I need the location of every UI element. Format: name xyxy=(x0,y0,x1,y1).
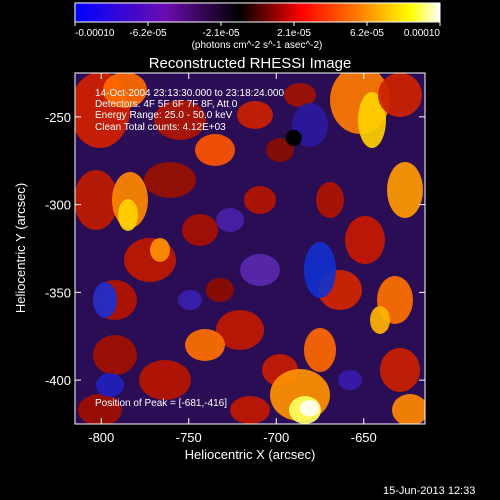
annotation-clean-counts: Clean Total counts: 4.12E+03 xyxy=(95,122,226,133)
x-tick-label: -650 xyxy=(351,430,377,445)
x-axis-ticks: -800 -750 -700 -650 xyxy=(88,73,377,445)
emission-blob xyxy=(185,329,225,361)
emission-blob xyxy=(75,170,118,230)
negative-emission-region xyxy=(93,282,117,318)
emission-blob xyxy=(378,73,422,117)
emission-blob xyxy=(284,83,316,107)
y-tick-label: -350 xyxy=(45,285,71,300)
y-tick-label: -400 xyxy=(45,373,71,388)
annotation-block: 14-Oct-2004 23:13:30.000 to 23:18:24.000… xyxy=(95,88,284,133)
emission-blob xyxy=(370,306,390,334)
x-tick-label: -750 xyxy=(176,430,202,445)
colorbar-unit-label: (photons cm^-2 s^-1 asec^-2) xyxy=(192,40,323,51)
emission-blob xyxy=(103,73,147,108)
emission-blob xyxy=(93,335,137,375)
colorbar-tick-label: 2.1e-05 xyxy=(277,28,311,39)
emission-blob xyxy=(358,92,386,148)
colorbar-tick-label: 0.00010 xyxy=(404,28,441,39)
emission-blob xyxy=(216,310,264,350)
negative-emission-region xyxy=(240,254,280,286)
colorbar: -0.00010 -6.2e-05 -2.1e-05 2.1e-05 6.2e-05 0.… xyxy=(74,2,441,51)
emission-blob xyxy=(139,360,191,400)
emission-blob xyxy=(206,278,234,302)
emission-blob xyxy=(392,394,425,424)
x-axis-label: Heliocentric X (arcsec) xyxy=(185,447,316,462)
peak-position-label: Position of Peak = [-681,-416] xyxy=(95,398,227,409)
colorbar-tick-label: -0.00010 xyxy=(75,28,115,39)
emission-blob xyxy=(345,216,385,264)
annotation-energy-range: Energy Range: 25.0 - 50.0 keV xyxy=(95,110,233,121)
colorbar-gradient xyxy=(74,2,441,23)
x-tick-label: -700 xyxy=(263,430,289,445)
x-tick-label: -800 xyxy=(88,430,114,445)
annotation-time-range: 14-Oct-2004 23:13:30.000 to 23:18:24.000 xyxy=(95,88,284,99)
emission-blob xyxy=(387,162,423,218)
y-tick-label: -250 xyxy=(45,110,71,125)
chart-title: Reconstructed RHESSI Image xyxy=(149,55,352,72)
y-tick-label: -300 xyxy=(45,198,71,213)
emission-blob xyxy=(266,138,294,162)
emission-blob xyxy=(237,101,273,129)
emission-blob xyxy=(118,199,138,231)
image-area xyxy=(75,73,425,424)
emission-blob xyxy=(244,186,276,214)
plot-frame xyxy=(74,72,426,425)
emission-blob xyxy=(182,214,218,246)
negative-emission-region xyxy=(338,370,362,390)
annotation-detectors: Detectors: 4F 5F 6F 7F 8F, Att 0 xyxy=(95,99,238,110)
negative-emission-region xyxy=(96,373,124,397)
negative-emission-region xyxy=(216,208,244,232)
negative-emission-region xyxy=(178,290,202,310)
emission-blob xyxy=(195,134,235,166)
generated-timestamp: 15-Jun-2013 12:33 xyxy=(383,485,475,497)
emission-blob xyxy=(316,182,344,218)
emission-blob xyxy=(154,100,206,140)
colorbar-ticks: -0.00010 -6.2e-05 -2.1e-05 2.1e-05 6.2e-05 0.… xyxy=(74,22,441,39)
emission-blob xyxy=(78,394,122,424)
emission-blob xyxy=(230,396,270,424)
colorbar-tick-label: -6.2e-05 xyxy=(129,28,167,39)
emission-blob xyxy=(304,328,336,372)
colorbar-tick-label: 6.2e-05 xyxy=(350,28,384,39)
emission-blob xyxy=(380,348,420,392)
emission-blob xyxy=(150,238,170,262)
emission-blobs xyxy=(75,73,425,424)
peak-spot xyxy=(299,400,320,417)
negative-emission-region xyxy=(304,242,336,298)
emission-blob xyxy=(144,162,196,198)
minimum-spot xyxy=(285,129,302,146)
y-axis-ticks: -250 -300 -350 -400 xyxy=(45,110,425,388)
colorbar-tick-label: -2.1e-05 xyxy=(202,28,240,39)
y-axis-label: Heliocentric Y (arcsec) xyxy=(13,183,28,313)
